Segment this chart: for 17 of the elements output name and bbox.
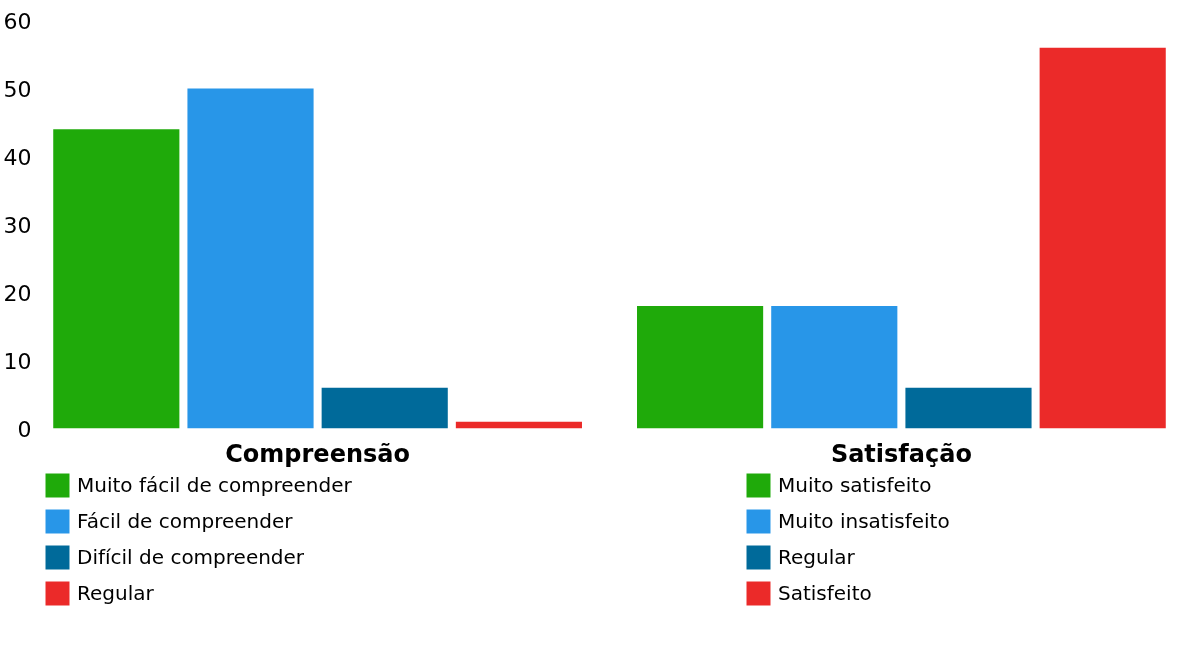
x-tick-label: Satisfação (830, 439, 972, 468)
y-tick-label: 30 (3, 212, 32, 238)
legend-label: Regular (77, 581, 155, 605)
legend-label: Fácil de compreender (77, 509, 294, 533)
y-tick-label: 0 (17, 416, 32, 442)
legend-label: Muito fácil de compreender (77, 473, 353, 497)
y-tick-label: 10 (3, 348, 32, 374)
legend-label: Satisfeito (778, 581, 873, 605)
legend-label: Muito satisfeito (778, 473, 933, 497)
legend-label: Muito insatisfeito (778, 509, 951, 533)
legend-label: Difícil de compreender (77, 545, 306, 569)
legend-label: Regular (778, 545, 856, 569)
y-tick-label: 50 (3, 76, 32, 102)
y-tick-label: 60 (3, 8, 32, 34)
x-tick-label: Compreensão (225, 439, 410, 468)
y-tick-label: 20 (3, 280, 32, 306)
y-tick-label: 40 (3, 144, 32, 170)
